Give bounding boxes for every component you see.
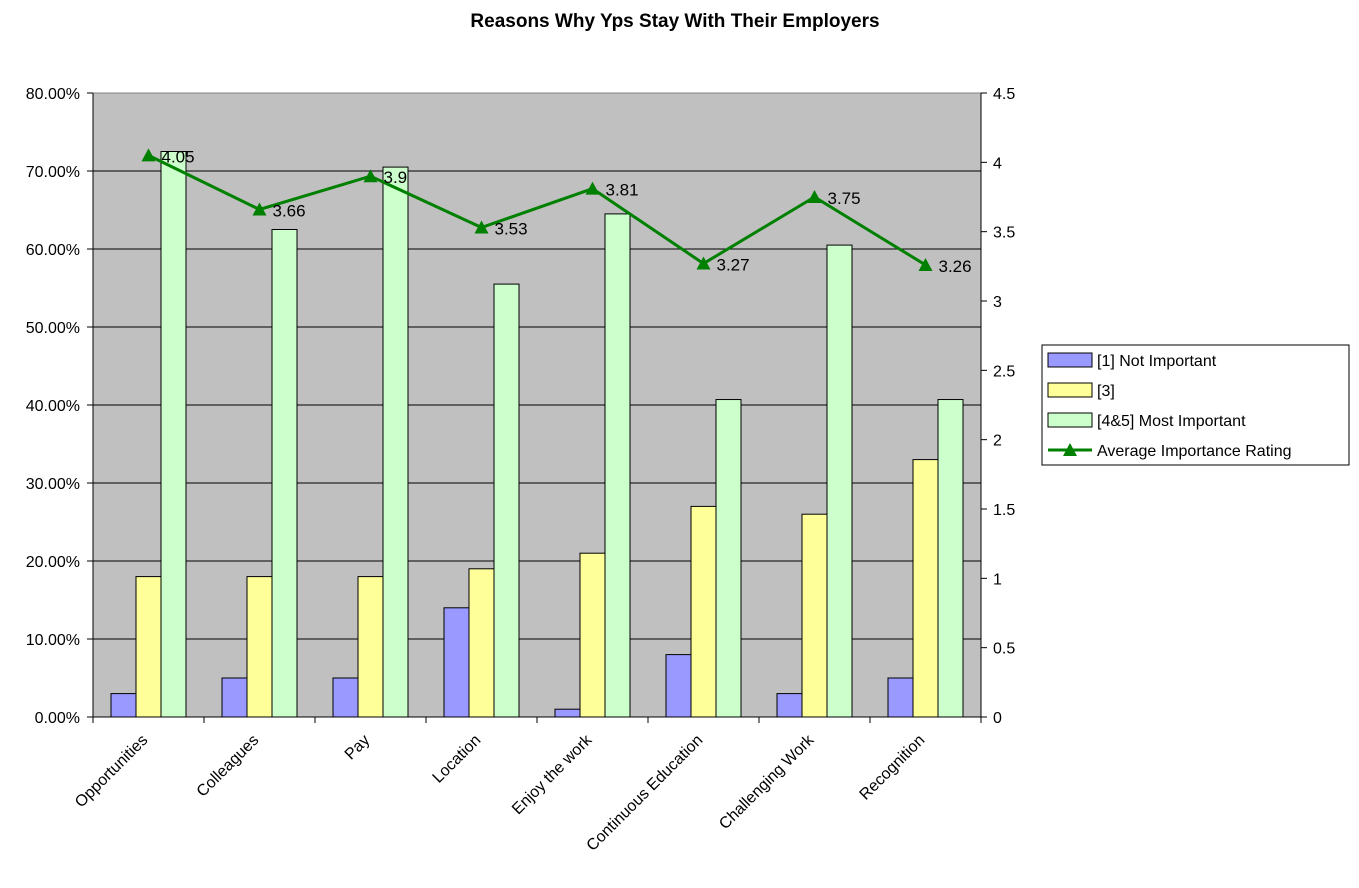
left-axis-tick-label: 40.00% bbox=[26, 398, 80, 415]
bar bbox=[221, 677, 248, 718]
bar bbox=[135, 576, 162, 718]
bar bbox=[332, 677, 359, 718]
data-label: 3.27 bbox=[717, 256, 750, 275]
right-axis-tick-label: 4 bbox=[993, 155, 1002, 172]
left-axis-tick-label: 70.00% bbox=[26, 164, 80, 181]
right-axis-tick-label: 3.5 bbox=[993, 225, 1015, 242]
bar bbox=[826, 244, 853, 718]
bar bbox=[493, 283, 520, 718]
line-marker bbox=[918, 257, 933, 271]
data-label: 3.75 bbox=[828, 189, 861, 208]
bar bbox=[468, 568, 495, 718]
left-axis-tick-label: 60.00% bbox=[26, 242, 80, 259]
bar bbox=[443, 607, 470, 718]
line-marker bbox=[474, 220, 489, 234]
line-marker bbox=[252, 202, 267, 216]
right-axis-tick-label: 3 bbox=[993, 294, 1002, 311]
average-importance-line bbox=[147, 154, 927, 267]
legend-swatch bbox=[1047, 382, 1093, 398]
right-axis-tick-label: 1 bbox=[993, 571, 1002, 588]
legend-swatch bbox=[1047, 412, 1093, 428]
right-axis-tick-label: 0 bbox=[993, 710, 1002, 727]
bar bbox=[715, 399, 742, 718]
bar bbox=[604, 213, 631, 718]
bar bbox=[382, 166, 409, 718]
bar bbox=[160, 151, 187, 718]
left-axis-tick-label: 20.00% bbox=[26, 554, 80, 571]
bar bbox=[776, 693, 803, 718]
category-label: Enjoy the work bbox=[509, 731, 596, 818]
bar bbox=[271, 229, 298, 718]
bar bbox=[110, 693, 137, 718]
data-label: 3.9 bbox=[384, 168, 408, 187]
data-label: 4.05 bbox=[162, 147, 195, 166]
data-label: 3.66 bbox=[273, 201, 306, 220]
bar bbox=[357, 576, 384, 718]
legend-line-marker bbox=[1063, 443, 1077, 456]
category-label: Location bbox=[430, 732, 485, 787]
legend-label: Average Importance Rating bbox=[1097, 443, 1291, 460]
left-axis-tick-label: 10.00% bbox=[26, 632, 80, 649]
legend-label: [3] bbox=[1097, 383, 1115, 400]
line-marker bbox=[585, 181, 600, 195]
bar bbox=[554, 708, 581, 718]
line-marker bbox=[807, 190, 822, 203]
right-axis-tick-label: 4.5 bbox=[993, 86, 1015, 103]
right-axis-tick-label: 0.5 bbox=[993, 641, 1015, 658]
right-axis-tick-label: 2.5 bbox=[993, 363, 1015, 380]
bar bbox=[912, 459, 939, 718]
legend: [1] Not Important [3] [4&5] Most Important… bbox=[1041, 344, 1350, 466]
category-label: Challenging Work bbox=[716, 731, 818, 833]
right-axis-tick-label: 2 bbox=[993, 433, 1002, 450]
bar bbox=[579, 552, 606, 718]
legend-swatch bbox=[1047, 352, 1093, 368]
category-label: Continuous Education bbox=[584, 732, 707, 855]
line-marker bbox=[696, 256, 711, 270]
left-axis-tick-label: 80.00% bbox=[26, 86, 80, 103]
left-axis-tick-label: 50.00% bbox=[26, 320, 80, 337]
legend-label: [1] Not Important bbox=[1097, 353, 1217, 370]
category-label: Opportunities bbox=[72, 732, 151, 811]
bar bbox=[801, 513, 828, 718]
category-label: Colleagues bbox=[194, 732, 263, 801]
bar bbox=[246, 576, 273, 718]
left-axis-tick-label: 30.00% bbox=[26, 476, 80, 493]
right-axis-tick-label: 1.5 bbox=[993, 502, 1015, 519]
data-label: 3.53 bbox=[495, 220, 528, 239]
category-label: Recognition bbox=[857, 732, 929, 804]
chart-title: Reasons Why Yps Stay With Their Employer… bbox=[470, 11, 879, 32]
bars bbox=[110, 151, 964, 718]
bar bbox=[937, 399, 964, 718]
left-axis-tick-label: 0.00% bbox=[35, 710, 80, 727]
legend-box bbox=[1041, 344, 1350, 466]
legend-label: [4&5] Most Important bbox=[1097, 413, 1246, 430]
bar bbox=[665, 654, 692, 718]
bar bbox=[690, 505, 717, 718]
data-label: 3.81 bbox=[606, 181, 639, 200]
line-marker bbox=[363, 169, 378, 183]
category-label: Pay bbox=[342, 732, 374, 764]
bar bbox=[887, 677, 914, 718]
line-series: 4.05 3.66 3.9 3.53 3.81 3.27 3.75 3.26 bbox=[141, 147, 972, 276]
data-label: 3.26 bbox=[939, 257, 972, 276]
line-marker bbox=[141, 148, 156, 162]
